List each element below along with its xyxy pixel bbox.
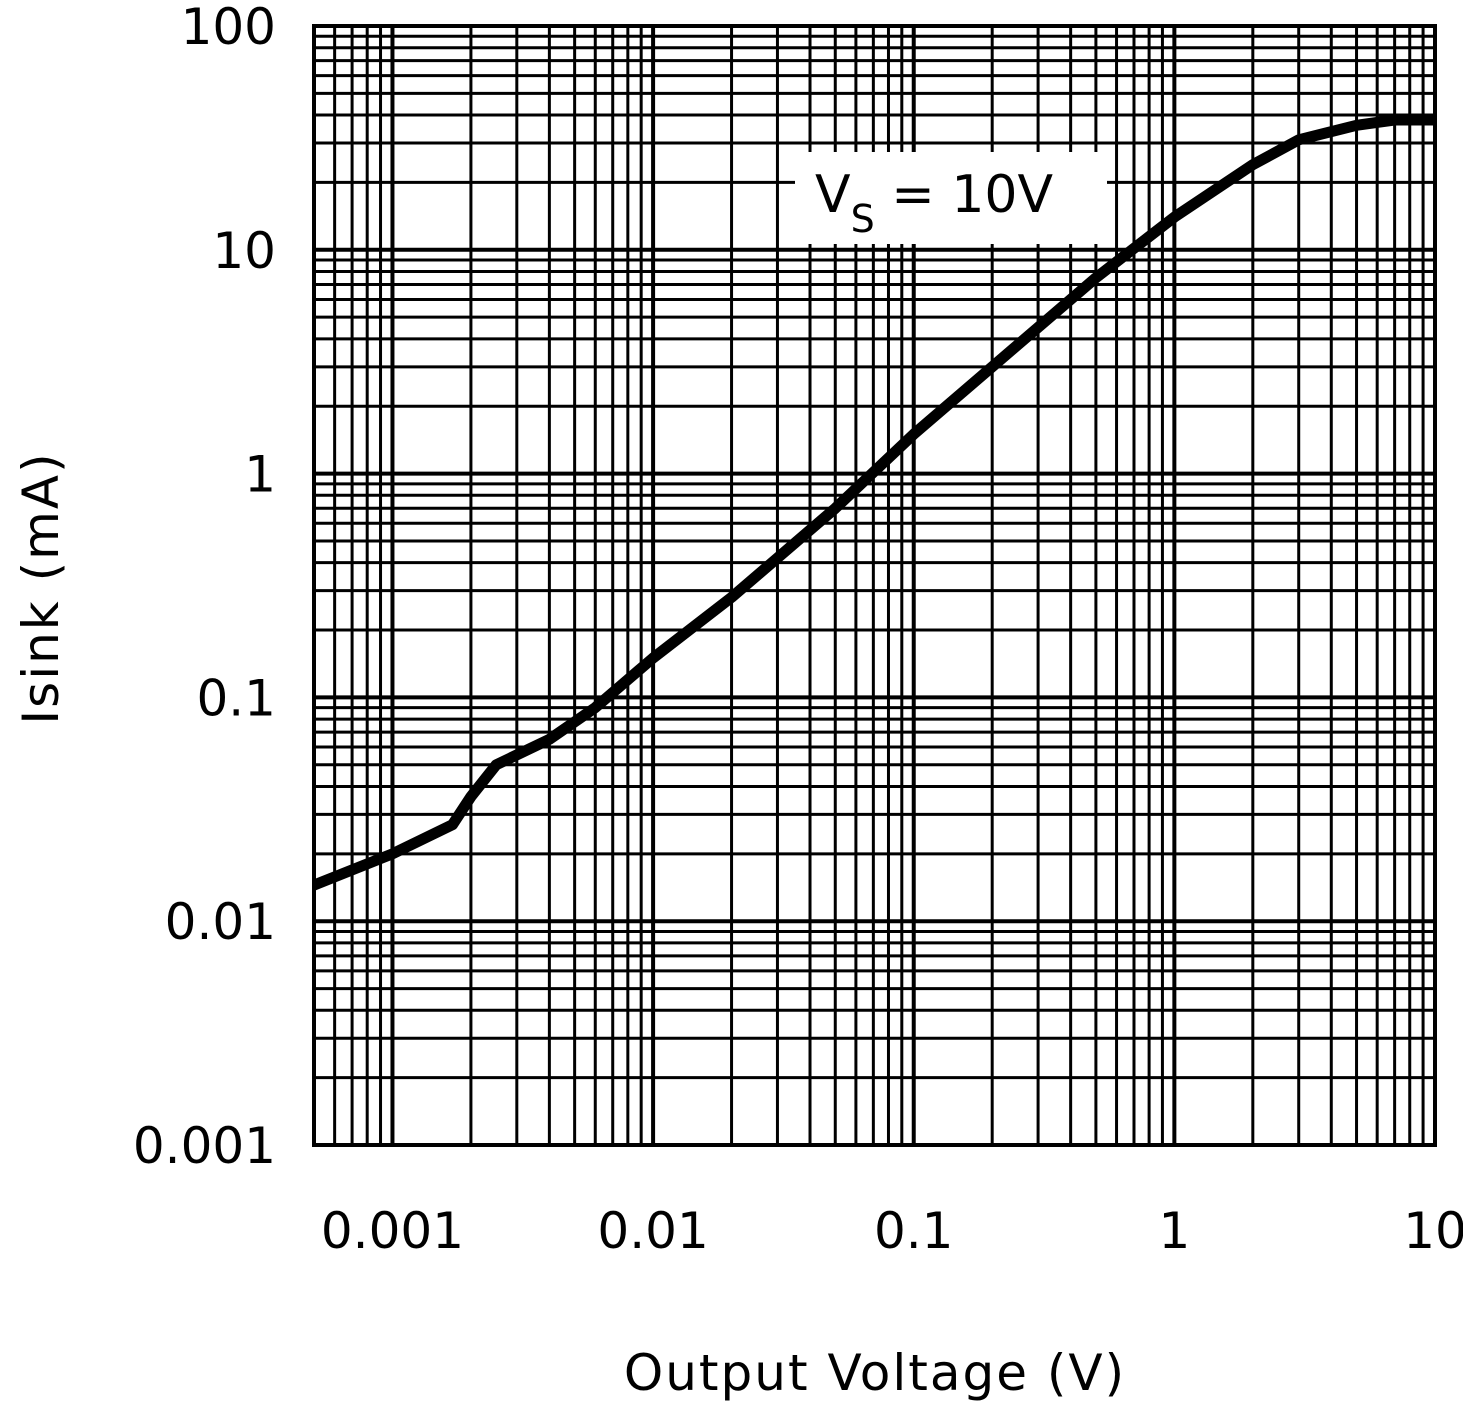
x-tick-labels: 0.001 0.01 0.1 1 10 bbox=[321, 1202, 1463, 1260]
y-tick-label: 100 bbox=[181, 0, 276, 56]
x-tick-label: 1 bbox=[1158, 1202, 1190, 1260]
annotation-subscript: S bbox=[851, 197, 875, 241]
annotation-label: VS = 10V bbox=[815, 165, 1054, 241]
y-tick-label: 10 bbox=[212, 222, 276, 280]
y-tick-labels: 0.001 0.01 0.1 1 10 100 bbox=[133, 0, 276, 1175]
annotation-rest: = 10V bbox=[875, 165, 1054, 225]
y-tick-label: 0.01 bbox=[165, 893, 276, 951]
x-tick-label: 0.01 bbox=[597, 1202, 708, 1260]
minor-gridlines bbox=[312, 26, 1435, 1145]
annotation-background bbox=[795, 152, 1107, 244]
x-tick-label: 10 bbox=[1403, 1202, 1463, 1260]
series-layer bbox=[311, 114, 1435, 891]
series-line bbox=[311, 114, 1435, 891]
x-tick-label: 0.001 bbox=[321, 1202, 464, 1260]
y-axis-label: Isink (mA) bbox=[12, 451, 70, 724]
y-tick-label: 0.001 bbox=[133, 1117, 276, 1175]
plot-frame bbox=[312, 24, 1437, 1147]
annotation-main: V bbox=[815, 165, 851, 225]
y-tick-label: 0.1 bbox=[196, 669, 276, 727]
y-tick-label: 1 bbox=[244, 446, 276, 504]
x-tick-label: 0.1 bbox=[874, 1202, 954, 1260]
x-axis-label: Output Voltage (V) bbox=[624, 1344, 1126, 1402]
